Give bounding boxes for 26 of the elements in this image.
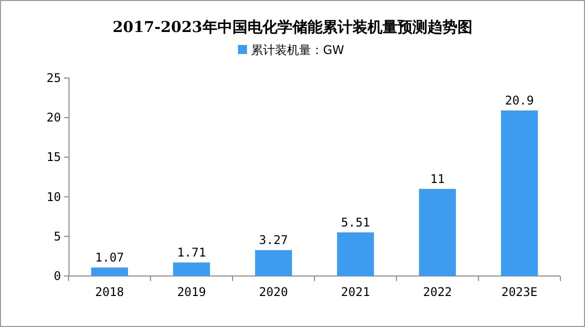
bar [419, 188, 456, 276]
y-tick-label: 10 [46, 190, 61, 204]
x-tick-label: 2018 [95, 285, 124, 299]
data-label: 5.51 [341, 215, 370, 230]
bar [500, 110, 538, 276]
y-tick-label: 0 [54, 269, 61, 283]
y-tick-label: 20 [46, 110, 61, 125]
bar [173, 262, 210, 276]
data-label: 1.07 [95, 250, 124, 265]
data-label: 1.71 [177, 245, 206, 260]
data-label: 11 [430, 172, 445, 186]
data-label: 20.9 [504, 93, 534, 108]
x-tick-label: 2022 [423, 285, 452, 299]
legend-label: 累计装机量：GW [251, 43, 344, 57]
y-tick-label: 25 [46, 71, 61, 85]
bar [337, 232, 374, 276]
x-tick-label: 2021 [341, 285, 370, 299]
chart-title: 2017-2023年中国电化学储能累计装机量预测趋势图 [112, 18, 472, 36]
x-tick-label: 2020 [259, 285, 288, 299]
x-tick-label: 2023E [501, 285, 538, 299]
bar [255, 250, 292, 276]
bar [91, 268, 128, 276]
y-tick-label: 5 [54, 229, 61, 244]
data-label: 3.27 [259, 233, 288, 248]
x-tick-label: 2019 [177, 285, 206, 299]
y-tick-label: 15 [46, 150, 61, 164]
